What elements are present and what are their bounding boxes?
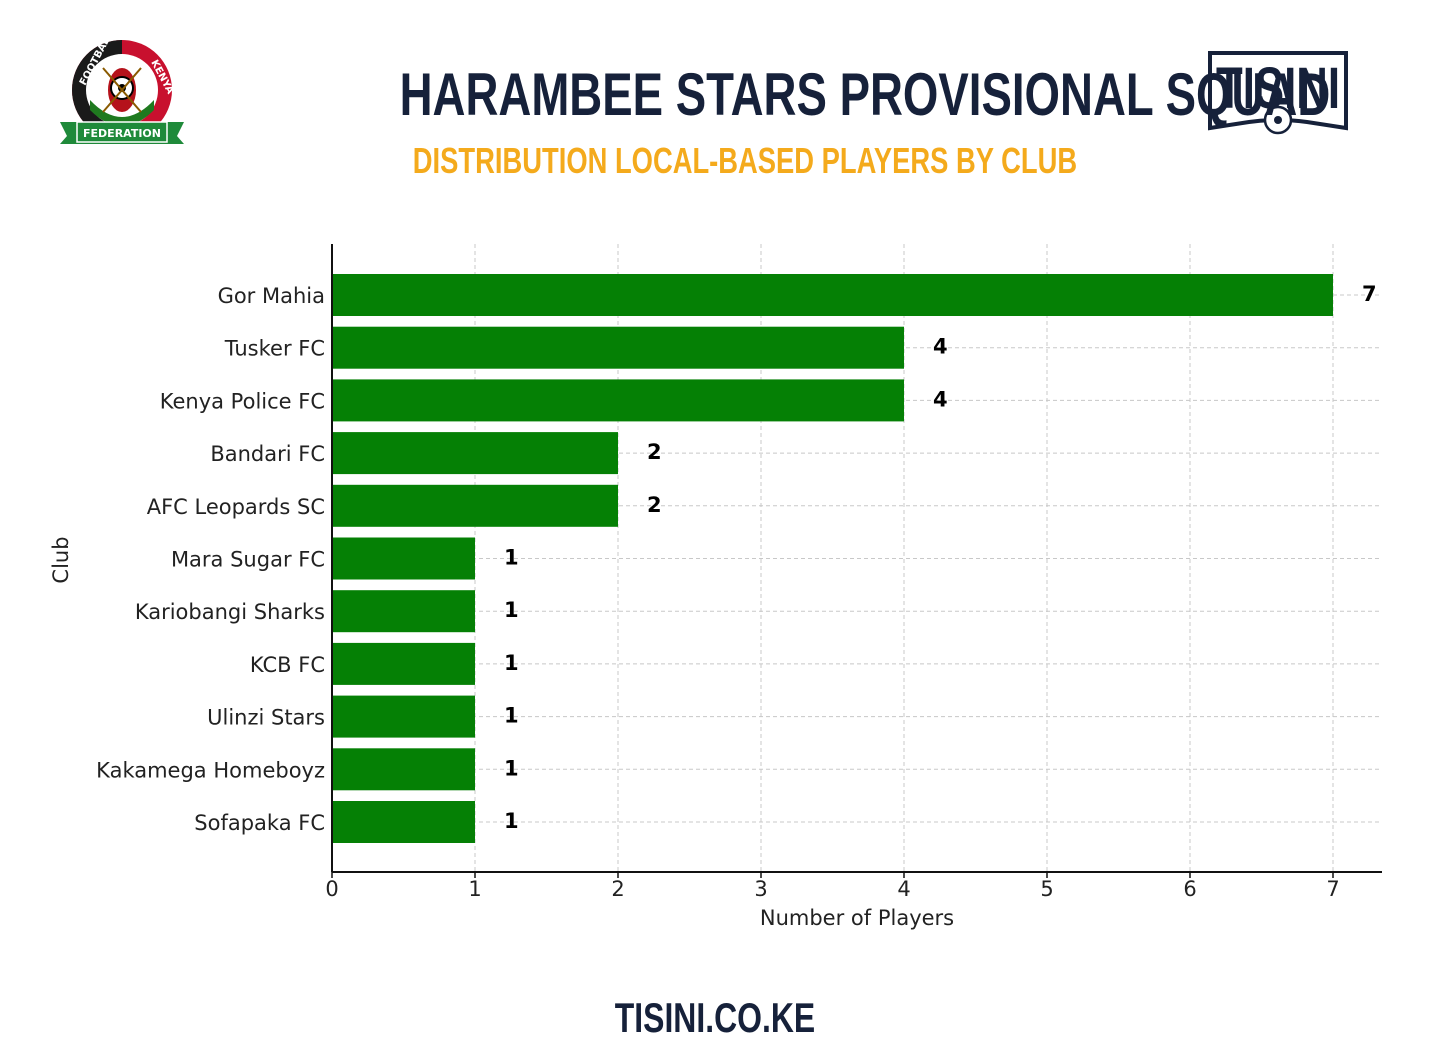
x-tick-label: 2: [611, 877, 624, 901]
category-label: Tusker FC: [224, 337, 325, 361]
bar: [332, 484, 618, 527]
data-label: 4: [933, 387, 948, 411]
category-label: Mara Sugar FC: [171, 548, 325, 572]
data-label: 1: [504, 756, 519, 780]
bar: [332, 642, 475, 685]
data-label: 2: [647, 440, 662, 464]
category-label: KCB FC: [250, 653, 325, 677]
x-tick-label: 7: [1326, 877, 1339, 901]
ffk-crest-icon: [60, 40, 184, 144]
category-label: Gor Mahia: [218, 284, 325, 308]
y-axis-title: Club: [49, 536, 73, 583]
ffk-logo: FOOTBALL KENYA FEDERATION: [60, 38, 184, 144]
data-label: 1: [504, 546, 519, 570]
bar: [332, 537, 475, 580]
tisini-logo: TISINI: [1208, 51, 1348, 135]
bar: [332, 590, 475, 633]
data-label: 1: [504, 651, 519, 675]
data-label: 1: [504, 598, 519, 622]
data-label: 1: [504, 809, 519, 833]
category-label: AFC Leopards SC: [147, 495, 325, 519]
category-label: Ulinzi Stars: [207, 706, 325, 730]
data-label: 7: [1362, 282, 1377, 306]
x-tick-label: 1: [468, 877, 481, 901]
category-label: Kenya Police FC: [160, 389, 325, 413]
data-label: 2: [647, 493, 662, 517]
bar: [332, 432, 618, 475]
x-tick-label: 6: [1183, 877, 1196, 901]
data-label: 4: [933, 335, 948, 359]
bar: [332, 379, 904, 422]
x-tick-label: 0: [325, 877, 338, 901]
x-axis-title: Number of Players: [760, 906, 954, 930]
data-label: 1: [504, 704, 519, 728]
x-tick-label: 4: [897, 877, 910, 901]
bar: [332, 274, 1333, 316]
category-label: Bandari FC: [210, 442, 325, 466]
bar: [332, 801, 475, 843]
x-tick-label: 5: [1040, 877, 1053, 901]
bar: [332, 695, 475, 738]
category-label: Kakamega Homeboyz: [96, 758, 325, 782]
bar: [332, 748, 475, 791]
footer-site[interactable]: TISINI.CO.KE: [614, 994, 816, 1041]
ffk-banner-text: FEDERATION: [83, 127, 161, 140]
bar: [332, 326, 904, 369]
category-label: Sofapaka FC: [194, 811, 325, 835]
x-tick-label: 3: [754, 877, 767, 901]
category-label: Kariobangi Sharks: [135, 600, 325, 624]
